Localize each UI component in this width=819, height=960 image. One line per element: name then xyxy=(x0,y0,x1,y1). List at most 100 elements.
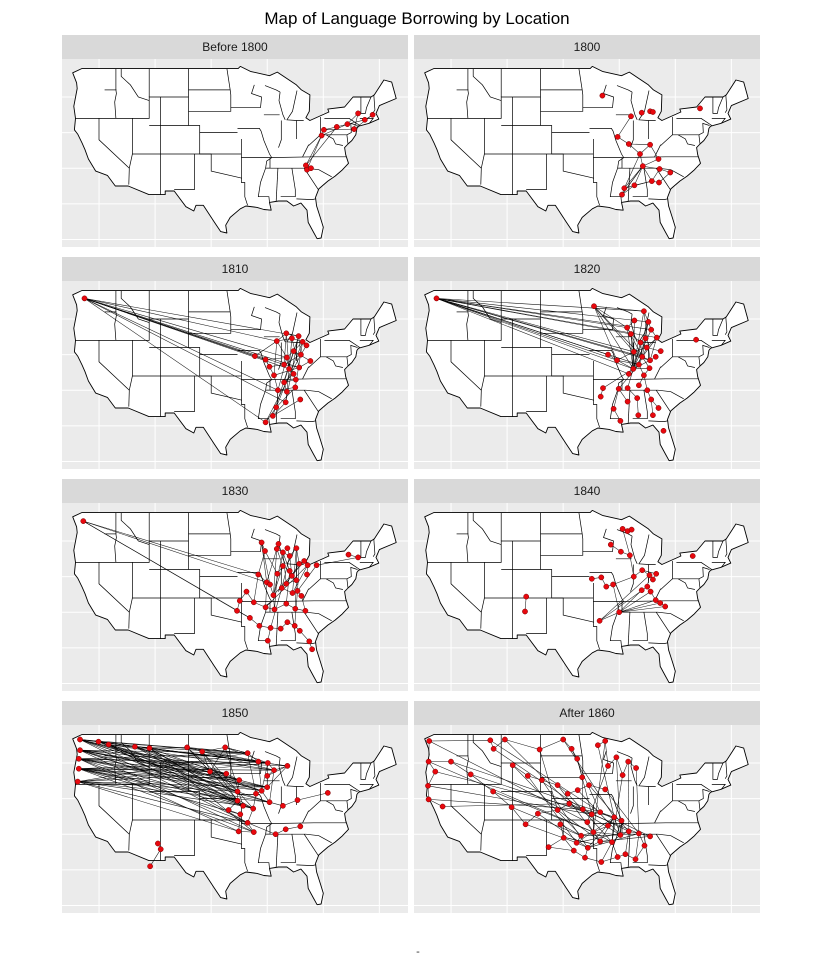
location-point xyxy=(662,603,669,610)
state-border xyxy=(278,92,286,120)
borrowing-edge xyxy=(619,599,656,613)
state-border xyxy=(672,117,701,145)
borrowing-edge xyxy=(238,814,241,832)
location-point xyxy=(296,627,303,634)
borrowing-edge xyxy=(292,565,308,594)
facet-strip xyxy=(414,257,760,281)
state-border xyxy=(280,168,296,198)
state-border xyxy=(278,314,286,342)
location-point xyxy=(306,638,313,645)
location-point xyxy=(502,736,508,743)
borrowing-edge xyxy=(273,341,278,376)
location-point xyxy=(293,545,300,552)
state-border xyxy=(346,566,358,580)
location-point xyxy=(289,335,295,342)
state-border xyxy=(303,390,319,412)
state-border xyxy=(630,758,638,786)
us-outline xyxy=(424,65,749,240)
location-point xyxy=(647,833,653,840)
location-point xyxy=(297,823,304,830)
borrowing-edge xyxy=(277,387,296,391)
state-border xyxy=(698,344,710,358)
state-border xyxy=(632,168,648,198)
location-point xyxy=(298,593,305,599)
location-point xyxy=(650,412,656,419)
state-border xyxy=(264,307,281,315)
location-point xyxy=(539,777,545,783)
state-border xyxy=(551,132,595,179)
borrowing-edge xyxy=(83,520,251,619)
location-point xyxy=(313,562,320,569)
state-border xyxy=(360,540,372,558)
state-border xyxy=(278,120,282,148)
location-point xyxy=(302,607,309,614)
state-borders xyxy=(427,68,728,206)
location-point xyxy=(642,335,649,342)
location-point xyxy=(252,353,258,359)
state-border xyxy=(128,118,133,185)
borrowing-edge xyxy=(593,306,634,370)
location-point xyxy=(648,326,655,333)
borrowing-edge xyxy=(209,747,226,772)
location-point xyxy=(650,109,656,115)
location-point xyxy=(522,608,528,615)
facet-label: 1820 xyxy=(574,262,601,276)
borrowing-edge xyxy=(78,768,238,802)
state-border xyxy=(302,144,310,157)
location-point xyxy=(637,339,644,346)
location-point xyxy=(258,539,265,546)
state-border xyxy=(648,864,668,866)
location-point xyxy=(294,797,301,803)
state-border xyxy=(630,564,634,592)
location-point xyxy=(425,796,432,803)
location-point xyxy=(647,588,654,595)
borrowing-edge xyxy=(557,809,601,842)
state-border xyxy=(677,356,695,368)
location-point xyxy=(560,834,567,841)
location-point xyxy=(667,169,674,176)
location-point xyxy=(596,617,603,624)
state-border xyxy=(308,578,321,590)
state-border xyxy=(655,612,671,634)
state-border xyxy=(676,784,712,792)
state-border xyxy=(278,758,286,786)
borrowing-edge xyxy=(77,781,268,788)
location-point xyxy=(655,405,662,411)
borrowing-edge xyxy=(84,298,277,342)
location-point xyxy=(269,413,276,419)
location-point xyxy=(81,295,88,302)
location-point xyxy=(297,396,304,403)
borrowing-edge xyxy=(253,574,259,603)
borrowing-edge xyxy=(617,116,632,138)
borrowing-edge xyxy=(619,591,651,613)
borrowing-edge xyxy=(624,153,641,189)
state-border xyxy=(346,788,358,802)
state-border xyxy=(466,68,469,119)
state-border xyxy=(372,760,376,779)
location-point xyxy=(105,741,112,748)
state-border xyxy=(589,128,625,203)
location-point xyxy=(278,585,285,591)
location-point xyxy=(264,760,271,766)
borrowing-edge xyxy=(628,143,651,145)
state-border xyxy=(450,562,482,613)
state-border xyxy=(638,756,656,787)
borrowing-edge xyxy=(134,746,244,807)
location-point xyxy=(284,619,291,626)
state-border xyxy=(427,762,541,785)
state-border xyxy=(638,90,656,121)
us-outline xyxy=(424,509,749,684)
borrowing-edge xyxy=(593,305,644,312)
state-border xyxy=(325,356,343,368)
state-border xyxy=(672,561,701,589)
location-points xyxy=(81,295,314,426)
location-point xyxy=(557,821,564,828)
location-point xyxy=(490,745,497,752)
location-point xyxy=(250,599,257,606)
borrowing-edge xyxy=(295,580,297,609)
location-point xyxy=(264,637,271,644)
us-outline xyxy=(72,731,397,906)
location-point xyxy=(425,782,431,789)
borrowing-edge xyxy=(597,745,615,818)
